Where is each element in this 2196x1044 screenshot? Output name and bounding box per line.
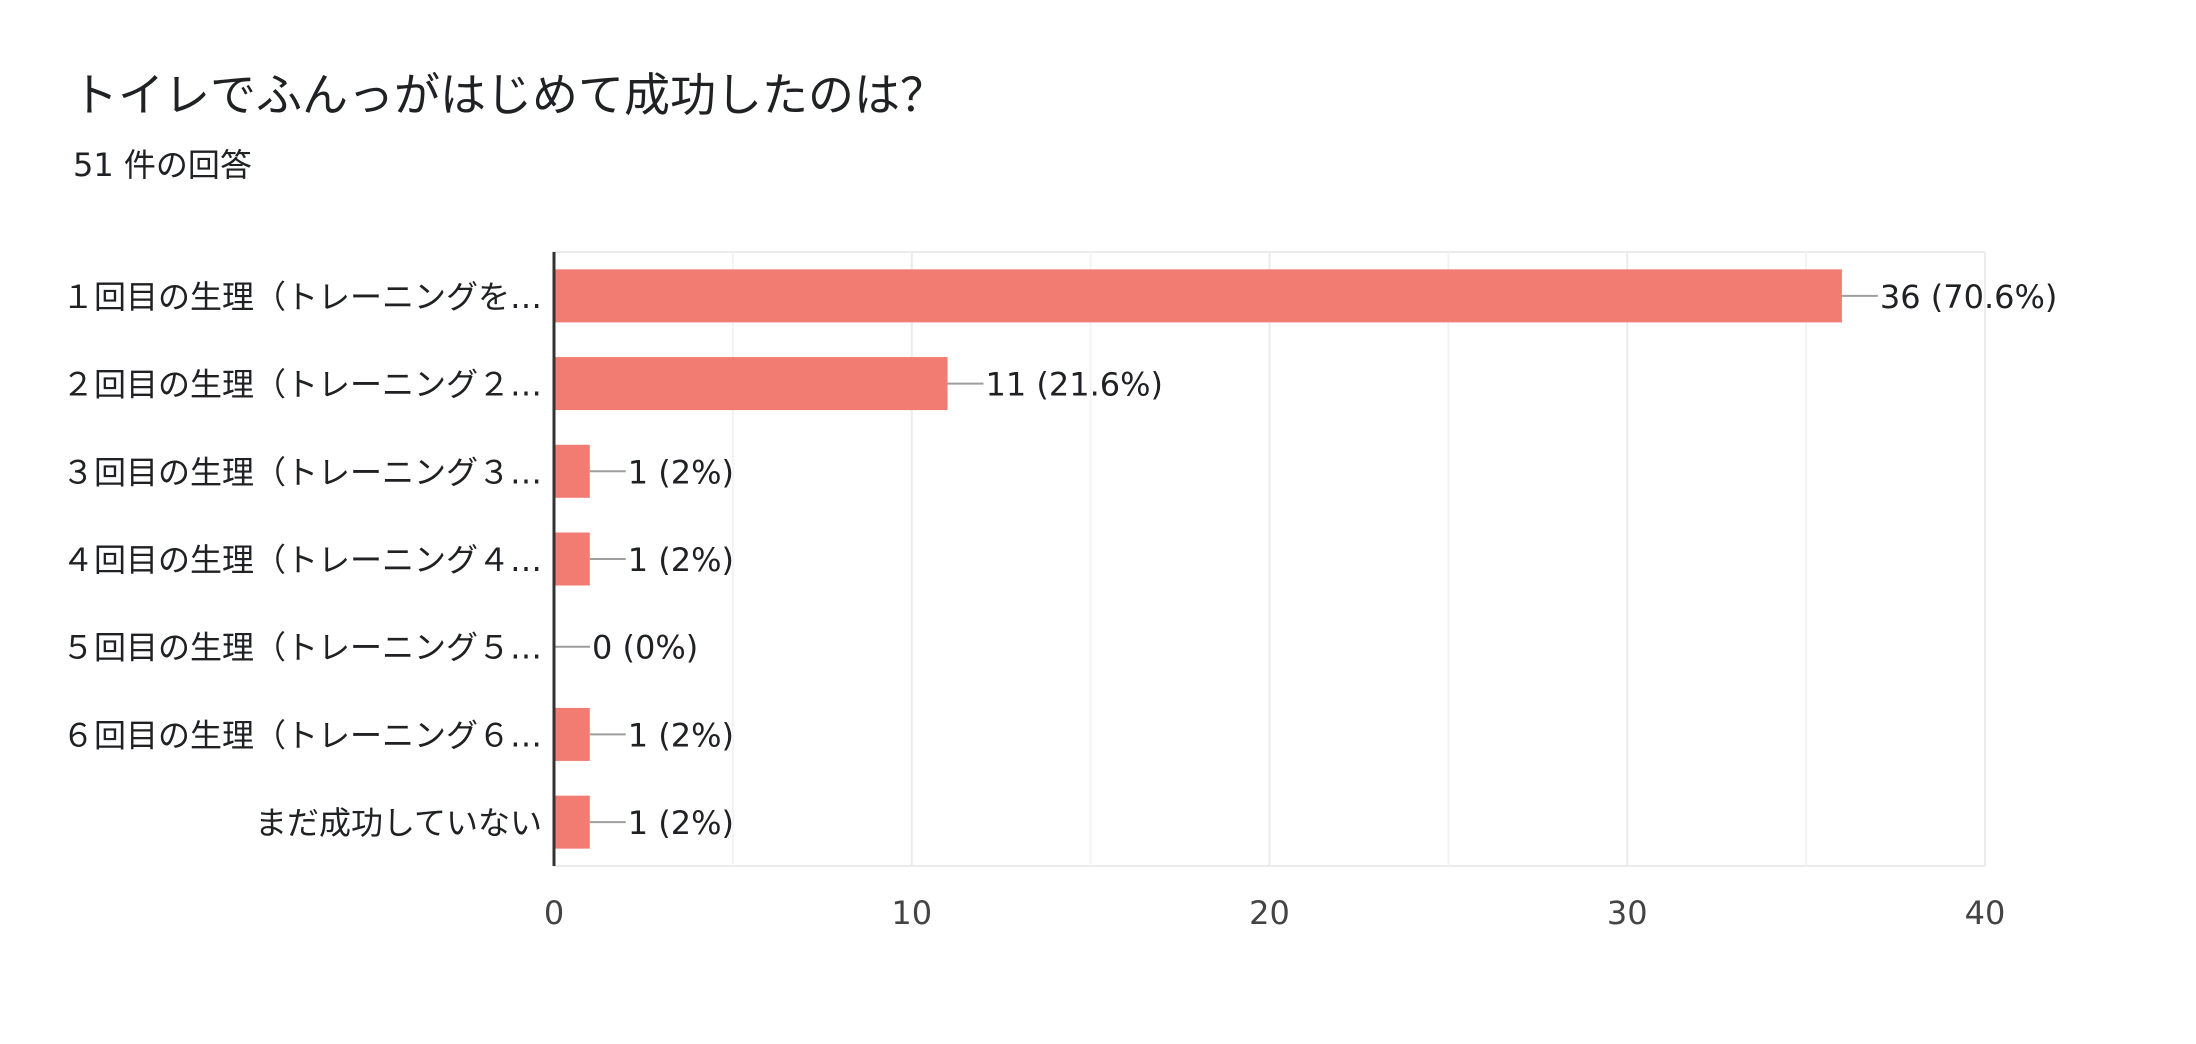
bar (554, 795, 590, 849)
data-label: 1 (2%) (628, 541, 734, 579)
category-label: ４回目の生理（トレーニング４… (62, 541, 542, 579)
data-label: 11 (21.6%) (986, 366, 1164, 404)
data-label: 36 (70.6%) (1880, 278, 2058, 316)
data-label: 0 (0%) (592, 629, 698, 667)
category-label: ３回目の生理（トレーニング３… (62, 453, 542, 491)
data-label: 1 (2%) (628, 453, 734, 491)
data-label: 1 (2%) (628, 804, 734, 842)
data-label: 1 (2%) (628, 716, 734, 754)
category-label: ６回目の生理（トレーニング６… (62, 716, 542, 754)
bar (554, 357, 948, 411)
x-tick-label: 30 (1607, 894, 1648, 932)
x-tick-label: 20 (1249, 894, 1290, 932)
category-label: ２回目の生理（トレーニング２… (62, 366, 542, 404)
category-label: １回目の生理（トレーニングを… (62, 278, 542, 316)
x-tick-label: 0 (544, 894, 564, 932)
x-tick-label: 10 (891, 894, 932, 932)
question-title: トイレでふんっがはじめて成功したのは？ (72, 68, 946, 122)
bar (554, 707, 590, 761)
response-count: 51 件の回答 (73, 146, 252, 184)
bar (554, 444, 590, 498)
x-tick-label: 40 (1965, 894, 2006, 932)
bar (554, 532, 590, 586)
category-label: まだ成功していない (255, 804, 542, 842)
category-label: ５回目の生理（トレーニング５… (62, 629, 542, 667)
bar (554, 269, 1842, 323)
